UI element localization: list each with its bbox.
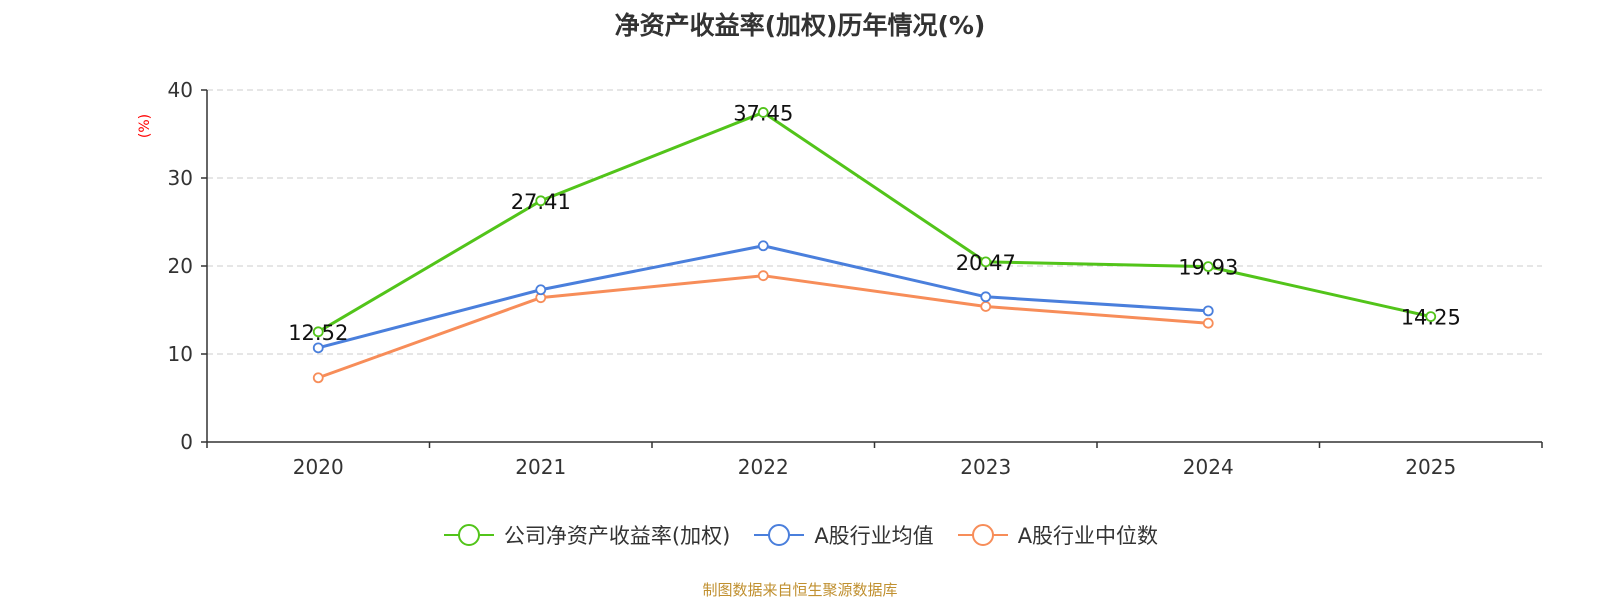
legend: 公司净资产收益率(加权) A股行业均值 A股行业中位数	[0, 520, 1600, 550]
y-axis-label: (%)	[137, 114, 153, 138]
data-point	[535, 284, 547, 296]
series-line	[317, 274, 1209, 380]
data-point	[757, 270, 769, 282]
y-tick-label: 0	[180, 430, 193, 454]
legend-line-circle-icon	[443, 524, 494, 546]
data-label: 27.41	[511, 190, 571, 214]
x-tick-label: 2020	[293, 455, 344, 479]
legend-label: A股行业中位数	[1017, 524, 1159, 548]
legend-item[interactable]: A股行业均值	[752, 520, 934, 550]
chart-title: 净资产收益率(加权)历年情况(%)	[614, 11, 986, 40]
series-layer	[312, 107, 1437, 384]
data-label: 37.45	[733, 101, 793, 125]
data-point	[535, 195, 547, 207]
legend-label: 公司净资产收益率(加权)	[503, 524, 731, 548]
x-tick-label: 2021	[515, 455, 566, 479]
x-tick-label: 2024	[1183, 455, 1234, 479]
line-chart: 0 10 20 30 40 2020 2021 2022 2023 2024 2025 (%) 12.…	[137, 78, 1543, 479]
axis-layer: 0 10 20 30 40 2020 2021 2022 2023 2024 2025 (%)	[137, 78, 1543, 479]
x-tick-label: 2023	[960, 455, 1011, 479]
x-tick-label: 2022	[738, 455, 789, 479]
data-point	[980, 291, 992, 303]
series-line	[317, 110, 1432, 334]
legend-label: A股行业均值	[814, 524, 934, 548]
legend-line-circle-icon	[957, 524, 1008, 546]
legend-item[interactable]: 公司净资产收益率(加权)	[442, 520, 730, 550]
data-point	[1202, 261, 1214, 273]
y-tick-label: 10	[168, 342, 193, 366]
series-line	[317, 244, 1209, 350]
data-label: 14.25	[1401, 306, 1461, 330]
legend-item[interactable]: A股行业中位数	[956, 520, 1158, 550]
legend-line-circle-icon	[754, 524, 805, 546]
data-point	[1425, 311, 1437, 323]
data-point	[980, 301, 992, 312]
x-tick-label: 2025	[1405, 455, 1456, 479]
data-point	[312, 342, 324, 354]
data-label: 19.93	[1178, 256, 1238, 280]
data-point	[980, 256, 992, 268]
y-tick-label: 30	[168, 166, 193, 190]
data-point	[312, 326, 324, 338]
data-point	[1202, 317, 1214, 329]
data-point	[757, 107, 769, 118]
label-layer: 12.52 27.41 37.45 20.47 19.93 14.25	[288, 101, 1461, 344]
y-tick-label: 20	[168, 254, 193, 278]
data-point	[757, 240, 769, 252]
data-point	[312, 372, 324, 384]
y-tick-label: 40	[168, 78, 193, 102]
data-point	[1202, 305, 1214, 317]
grid-layer	[207, 89, 1542, 355]
data-label: 20.47	[956, 251, 1016, 275]
data-label: 12.52	[288, 321, 348, 345]
source-note: 制图数据来自恒生聚源数据库	[702, 581, 898, 599]
